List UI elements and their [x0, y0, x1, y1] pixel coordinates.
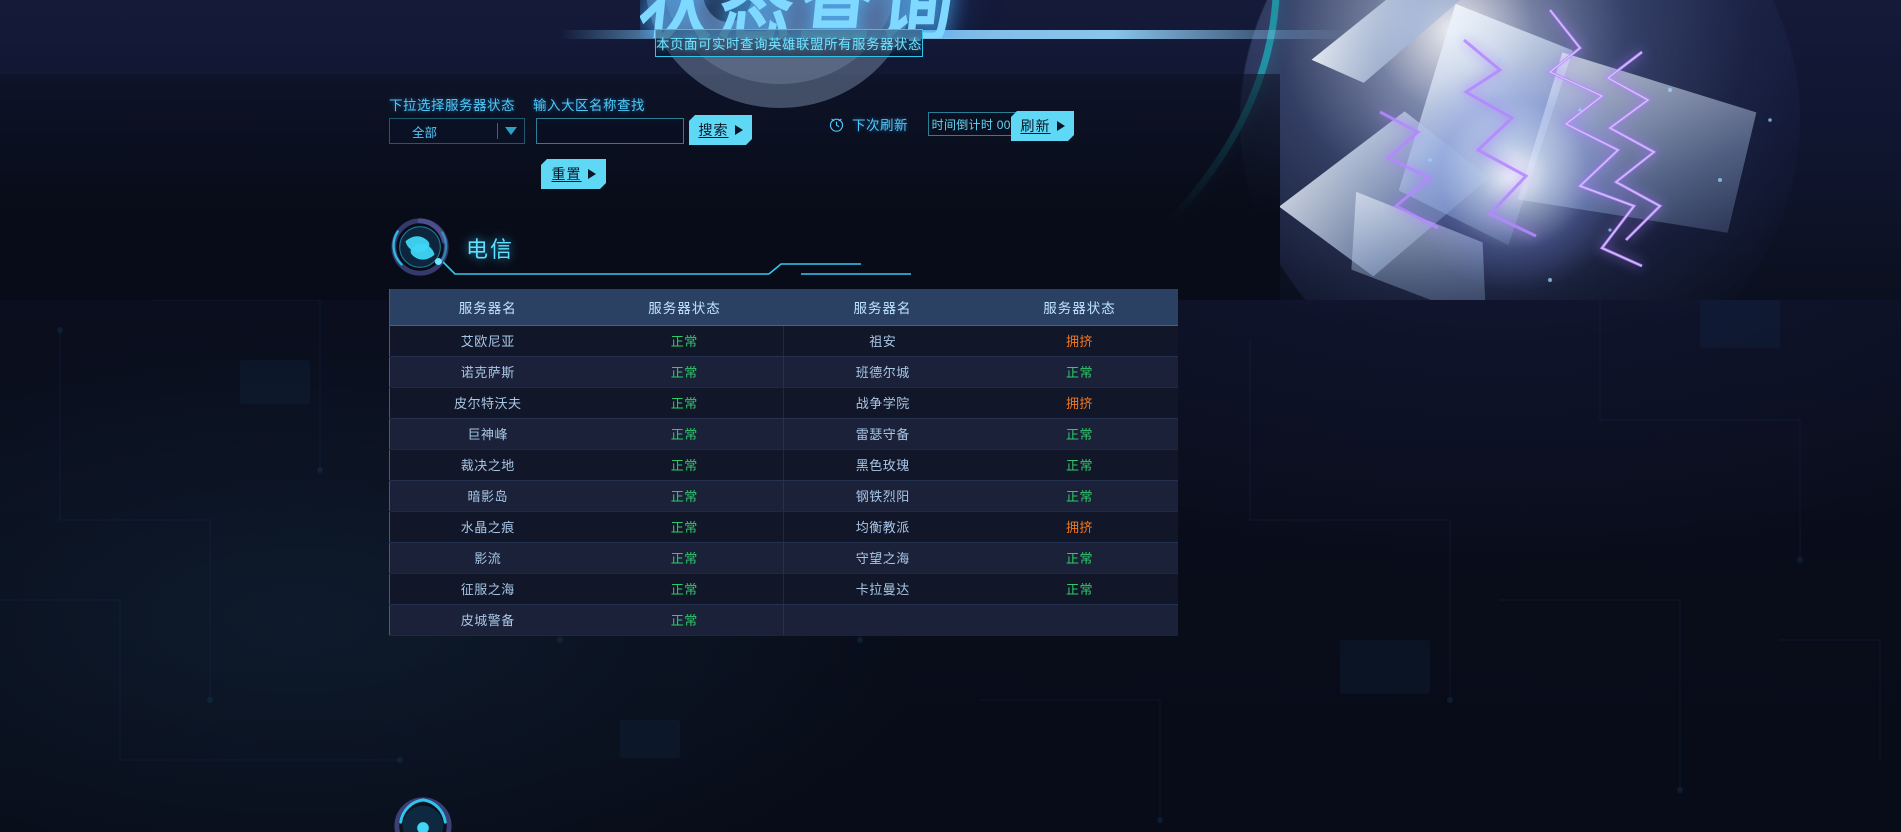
cell-server-name-left: 影流: [389, 542, 586, 574]
status-filter-label: 下拉选择服务器状态: [389, 98, 515, 113]
search-button[interactable]: 搜索: [689, 115, 752, 145]
cell-server-name-left: 巨神峰: [389, 418, 586, 450]
cell-server-name-right: 战争学院: [783, 387, 982, 419]
cell-server-name-right: 黑色玫瑰: [783, 449, 982, 481]
cell-server-status-right: 正常: [981, 542, 1178, 574]
cell-server-status-right: 拥挤: [981, 387, 1178, 419]
table-row: 皮尔特沃夫 正常 战争学院 拥挤: [389, 387, 1178, 419]
isp-section-header: 电信: [389, 216, 1189, 286]
orb-silhouette-decoration: [646, 0, 914, 108]
status-filter-select[interactable]: 全部: [389, 118, 525, 144]
cell-server-status-left: 正常: [585, 449, 784, 481]
cell-server-status-left: 正常: [585, 511, 784, 543]
table-row: 诺克萨斯 正常 班德尔城 正常: [389, 356, 1178, 388]
cell-server-status-right: 正常: [981, 418, 1178, 450]
cell-server-name-right: [783, 604, 982, 636]
cell-server-status-left: 正常: [585, 542, 784, 574]
cell-server-status-left: 正常: [585, 418, 784, 450]
table-row: 巨神峰 正常 雷瑟守备 正常: [389, 418, 1178, 450]
cell-server-name-left: 水晶之痕: [389, 511, 586, 543]
cell-server-name-right: 雷瑟守备: [783, 418, 982, 450]
triangle-right-icon: [1057, 121, 1065, 131]
search-label: 输入大区名称查找: [533, 98, 645, 113]
table-row: 裁决之地 正常 黑色玫瑰 正常: [389, 449, 1178, 481]
cell-server-name-right: 卡拉曼达: [783, 573, 982, 605]
cell-server-status-right: 拥挤: [981, 511, 1178, 543]
server-status-table: 服务器名 服务器状态 服务器名 服务器状态 艾欧尼亚 正常 祖安 拥挤 诺克萨斯 正常 班德…: [389, 289, 1178, 636]
next-isp-badge-icon: [394, 797, 452, 832]
search-input[interactable]: [536, 118, 684, 144]
cell-server-status-right: 拥挤: [981, 325, 1178, 357]
cell-server-name-left: 征服之海: [389, 573, 586, 605]
cell-server-name-left: 皮城警备: [389, 604, 586, 636]
cell-server-status-right: 正常: [981, 480, 1178, 512]
cell-server-name-left: 皮尔特沃夫: [389, 387, 586, 419]
triangle-right-icon: [588, 169, 596, 179]
cell-server-status-left: 正常: [585, 480, 784, 512]
cell-server-status-right: [981, 604, 1178, 636]
column-header-name-right: 服务器名: [783, 289, 982, 326]
column-header-name-left: 服务器名: [389, 289, 586, 326]
cell-server-name-right: 班德尔城: [783, 356, 982, 388]
refresh-label: 下次刷新: [852, 118, 908, 133]
isp-name: 电信: [466, 237, 515, 262]
hero-core-flare: [1400, 60, 1630, 290]
reset-button-label: 重置: [551, 166, 582, 182]
table-row: 影流 正常 守望之海 正常: [389, 542, 1178, 574]
telecom-globe-icon: [391, 218, 449, 276]
title-underbar-decoration: [560, 30, 1350, 39]
clock-icon: [829, 118, 844, 132]
table-header: 服务器名 服务器状态 服务器名 服务器状态: [389, 289, 1178, 326]
cell-server-status-right: 正常: [981, 449, 1178, 481]
table-row: 水晶之痕 正常 均衡教派 拥挤: [389, 511, 1178, 543]
cell-server-status-left: 正常: [585, 325, 784, 357]
cell-server-name-left: 艾欧尼亚: [389, 325, 586, 357]
cell-server-status-right: 正常: [981, 573, 1178, 605]
cell-server-name-right: 守望之海: [783, 542, 982, 574]
cell-server-name-right: 祖安: [783, 325, 982, 357]
refresh-button[interactable]: 刷新: [1011, 111, 1074, 141]
cell-server-status-left: 正常: [585, 356, 784, 388]
cell-server-status-left: 正常: [585, 573, 784, 605]
cell-server-name-left: 暗影岛: [389, 480, 586, 512]
table-row: 皮城警备 正常: [389, 604, 1178, 636]
search-button-label: 搜索: [698, 122, 729, 138]
reset-button[interactable]: 重置: [541, 159, 606, 189]
table-row: 暗影岛 正常 钢铁烈阳 正常: [389, 480, 1178, 512]
table-header-row: 服务器名 服务器状态 服务器名 服务器状态: [389, 289, 1178, 326]
column-header-status-right: 服务器状态: [981, 289, 1178, 326]
status-filter-value: 全部: [412, 125, 438, 140]
refresh-group: 下次刷新 时间倒计时 00:12: [828, 112, 1032, 136]
refresh-button-label: 刷新: [1020, 118, 1051, 134]
section-header-line-decoration: [442, 261, 911, 275]
subtitle-text: 本页面可实时查询英雄联盟所有服务器状态: [656, 37, 922, 52]
cell-server-name-left: 诺克萨斯: [389, 356, 586, 388]
cell-server-status-left: 正常: [585, 604, 784, 636]
triangle-right-icon: [735, 125, 743, 135]
column-header-status-left: 服务器状态: [585, 289, 784, 326]
table-row: 征服之海 正常 卡拉曼达 正常: [389, 573, 1178, 605]
cell-server-name-left: 裁决之地: [389, 449, 586, 481]
cell-server-name-right: 均衡教派: [783, 511, 982, 543]
select-divider: [497, 123, 498, 139]
cell-server-status-left: 正常: [585, 387, 784, 419]
cell-server-status-right: 正常: [981, 356, 1178, 388]
chevron-down-icon[interactable]: [498, 119, 524, 143]
table-row: 艾欧尼亚 正常 祖安 拥挤: [389, 325, 1178, 357]
table-body: 艾欧尼亚 正常 祖安 拥挤 诺克萨斯 正常 班德尔城 正常 皮尔特沃夫 正常 战争学院 拥挤 巨神峰 正常…: [389, 325, 1178, 636]
cell-server-name-right: 钢铁烈阳: [783, 480, 982, 512]
subtitle-banner: 本页面可实时查询英雄联盟所有服务器状态: [655, 29, 923, 57]
